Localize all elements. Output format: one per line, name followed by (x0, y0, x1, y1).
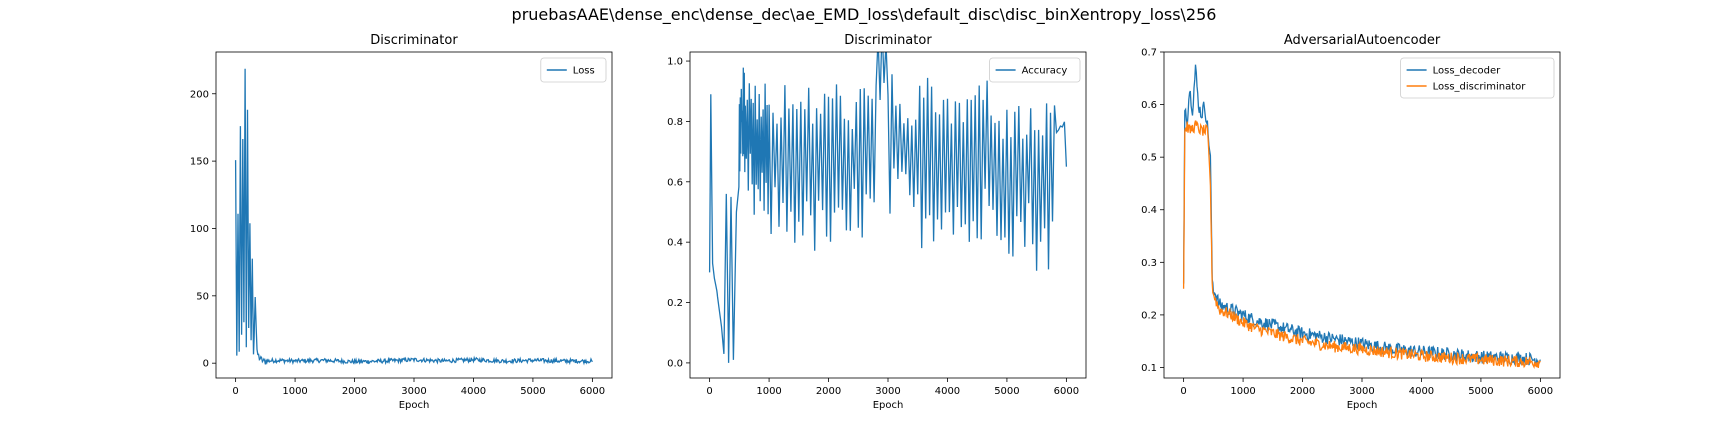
x-tick-label: 4000 (461, 386, 486, 397)
axes-frame (1163, 51, 1561, 379)
series-line-Accuracy (708, 52, 1068, 363)
y-tick-label: 0.6 (667, 177, 683, 188)
figure-suptitle: pruebasAAE\dense_enc\dense_dec\ae_EMD_lo… (511, 5, 1217, 24)
plot-area (1182, 64, 1541, 369)
y-tick-label: 100 (190, 224, 209, 235)
chart-title: Discriminator (370, 33, 458, 48)
x-tick-label: 4000 (935, 386, 960, 397)
legend-box (989, 57, 1081, 83)
legend: Accuracy (989, 57, 1081, 83)
x-tick-label: 3000 (875, 386, 900, 397)
legend-label: Loss_discriminator (1433, 82, 1527, 93)
plot-area (708, 52, 1068, 363)
plot-area (234, 68, 593, 366)
x-tick-label: 5000 (1468, 386, 1493, 397)
x-tick-label: 5000 (994, 386, 1019, 397)
series-line-Loss_discriminator (1182, 120, 1541, 369)
x-tick-label: 5000 (520, 386, 545, 397)
y-tick-label: 0.4 (1141, 205, 1157, 216)
y-tick-label: 0.5 (1141, 153, 1157, 164)
legend-label: Accuracy (1022, 66, 1068, 77)
axes-frame (215, 51, 613, 379)
y-tick-label: 50 (196, 291, 209, 302)
x-tick-label: 1000 (756, 386, 781, 397)
legend-label: Loss (573, 66, 595, 77)
x-tick-label: 0 (1180, 386, 1186, 397)
chart-title: AdversarialAutoencoder (1284, 33, 1441, 48)
legend: Loss (540, 57, 607, 83)
x-tick-label: 0 (232, 386, 238, 397)
y-tick-label: 0.4 (667, 238, 683, 249)
x-tick-label: 2000 (342, 386, 367, 397)
legend: Loss_decoder Loss_discriminator (1400, 57, 1555, 99)
y-tick-label: 0.6 (1141, 100, 1157, 111)
series-line-Loss (234, 68, 593, 366)
y-tick-label: 200 (190, 89, 209, 100)
x-tick-label: 2000 (1290, 386, 1315, 397)
x-tick-label: 0 (706, 386, 712, 397)
x-tick-label: 2000 (816, 386, 841, 397)
y-tick-label: 0.1 (1141, 363, 1157, 374)
y-tick-label: 0.7 (1141, 48, 1157, 59)
y-tick-label: 0.3 (1141, 258, 1157, 269)
y-tick-label: 0.0 (667, 358, 683, 369)
x-axis-label: Epoch (1347, 400, 1378, 411)
y-tick-label: 0 (203, 359, 209, 370)
x-tick-label: 6000 (580, 386, 605, 397)
y-tick-label: 0.2 (667, 298, 683, 309)
chart-title: Discriminator (844, 33, 932, 48)
x-tick-label: 4000 (1409, 386, 1434, 397)
x-tick-label: 1000 (1230, 386, 1255, 397)
y-tick-label: 150 (190, 157, 209, 168)
x-axis-label: Epoch (873, 400, 904, 411)
chart-panel-2: Discriminator 0 1000 2000 3000 4000 5000 6000 0.… (667, 33, 1087, 411)
legend-box (540, 57, 607, 83)
x-tick-label: 3000 (1349, 386, 1374, 397)
x-axis-label: Epoch (399, 400, 430, 411)
y-tick-label: 0.8 (667, 117, 683, 128)
x-tick-label: 3000 (401, 386, 426, 397)
x-tick-label: 1000 (282, 386, 307, 397)
legend-box (1400, 57, 1555, 99)
x-tick-label: 6000 (1528, 386, 1553, 397)
legend-label: Loss_decoder (1433, 66, 1502, 77)
y-tick-label: 1.0 (667, 57, 683, 68)
x-tick-label: 6000 (1054, 386, 1079, 397)
chart-panel-1: Discriminator 0 1000 2000 3000 4000 5000 6000 0 5… (190, 33, 613, 411)
chart-panel-3: AdversarialAutoencoder 0 1000 2000 3000 4000 5… (1141, 33, 1561, 411)
y-tick-label: 0.2 (1141, 310, 1157, 321)
